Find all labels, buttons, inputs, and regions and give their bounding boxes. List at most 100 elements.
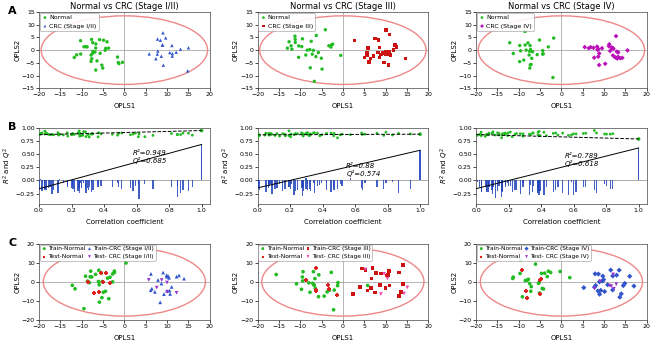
Normal [290,36,300,42]
Bar [84,181,86,190]
Point [263,131,274,136]
Normal [90,67,101,73]
Bar [59,179,60,181]
Normal [527,49,538,54]
Point [62,130,72,136]
Train-Normal [523,277,534,282]
Bar [47,181,49,188]
Bar [593,181,595,190]
Train-CRC (Stage IV) [625,273,635,279]
Bar [552,181,554,192]
Point [266,131,276,136]
Point [493,130,503,136]
Test-Normal [322,282,333,288]
Train-CRC (Stage III) [348,291,358,297]
Bar [502,181,503,192]
Bar [289,181,290,187]
Point [86,131,97,137]
Y-axis label: $\mathit{R}^2$ and $\mathit{Q}^2$: $\mathit{R}^2$ and $\mathit{Q}^2$ [439,148,452,184]
Point [45,132,55,137]
Bar [130,181,131,188]
Bar [77,181,79,191]
Bar [100,181,101,186]
Point [357,132,367,137]
Bar [486,181,488,192]
Bar [532,181,533,192]
Point [568,131,578,137]
Train-CRC (Stage IV) [593,288,603,294]
Train-CRC (Stage III) [394,270,404,275]
Train-Normal [86,268,96,274]
Bar [53,181,54,191]
Bar [480,181,482,185]
Train-CRC (Stage III) [360,267,370,273]
Train-Normal [537,286,547,291]
Train-Normal [305,290,315,295]
Point [75,131,85,136]
Train-Normal [85,274,96,280]
CRC (Stage I/II) [156,53,166,59]
Test-Normal [83,280,93,285]
Point [515,131,525,137]
Bar [284,181,285,189]
Point [274,133,285,139]
Bar [476,181,478,182]
Bar [98,181,99,187]
Train-Normal [100,289,110,294]
Bar [555,181,556,190]
Point [525,132,536,137]
Bar [279,181,280,184]
Train-CRC (Stage IV) [590,271,601,277]
Train-Normal [363,283,373,288]
CRC (Stage IV) [610,55,620,60]
Normal [88,40,98,45]
Bar [543,181,545,195]
Point [297,130,307,136]
Bar [508,181,509,186]
Point [488,129,498,135]
Train-Normal [542,274,552,279]
Train-CRC (Stage III) [398,281,408,287]
CRC (Stage I/II) [158,30,168,36]
CRC (Stage IV) [606,45,617,51]
CRC (Stage III) [370,36,380,42]
Bar [71,181,72,188]
Train-Normal [86,274,97,280]
Bar [480,181,482,191]
Train-Normal [93,279,103,284]
Normal [69,55,79,60]
Train-CRC (Stage III) [357,266,367,271]
Normal [543,44,554,50]
Bar [529,181,530,195]
Point [415,131,425,137]
Train-CRC (Stage III) [383,272,393,278]
Bar [306,181,307,189]
Legend: Train-Normal, Test-Normal, Train-CRC (Stage IV), Test- CRC (Stage IV): Train-Normal, Test-Normal, Train-CRC (St… [477,245,591,261]
Train-Normal [525,281,535,286]
Normal [335,53,346,58]
Point [67,131,77,137]
Point [55,131,65,137]
Point [497,132,507,138]
Bar [491,181,493,190]
Point [47,132,57,137]
Bar [505,181,506,187]
Bar [523,181,524,187]
Normal [88,49,98,54]
Point [130,130,140,136]
Train-Normal [517,294,528,300]
Point [539,129,549,135]
Point [67,132,77,137]
Normal [538,48,548,53]
Point [292,131,303,137]
Normal [97,62,107,68]
Bar [40,180,41,181]
Train-CRC (Stage I/II) [172,274,182,279]
Train-CRC (Stage I/II) [156,281,166,286]
CRC (Stage III) [391,44,402,50]
Test- CRC (Stage IV) [604,283,615,288]
Point [315,133,325,139]
Point [580,130,591,136]
Bar [538,181,539,193]
Bar [337,181,338,189]
